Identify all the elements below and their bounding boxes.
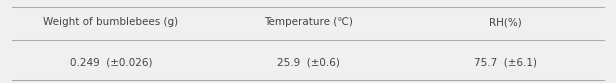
Text: 0.249  (±0.026): 0.249 (±0.026) bbox=[70, 57, 152, 67]
Text: 75.7  (±6.1): 75.7 (±6.1) bbox=[474, 57, 537, 67]
Text: Temperature (℃): Temperature (℃) bbox=[264, 17, 352, 27]
Text: 25.9  (±0.6): 25.9 (±0.6) bbox=[277, 57, 339, 67]
Text: RH(%): RH(%) bbox=[488, 17, 522, 27]
Text: Weight of bumblebees (g): Weight of bumblebees (g) bbox=[43, 17, 179, 27]
